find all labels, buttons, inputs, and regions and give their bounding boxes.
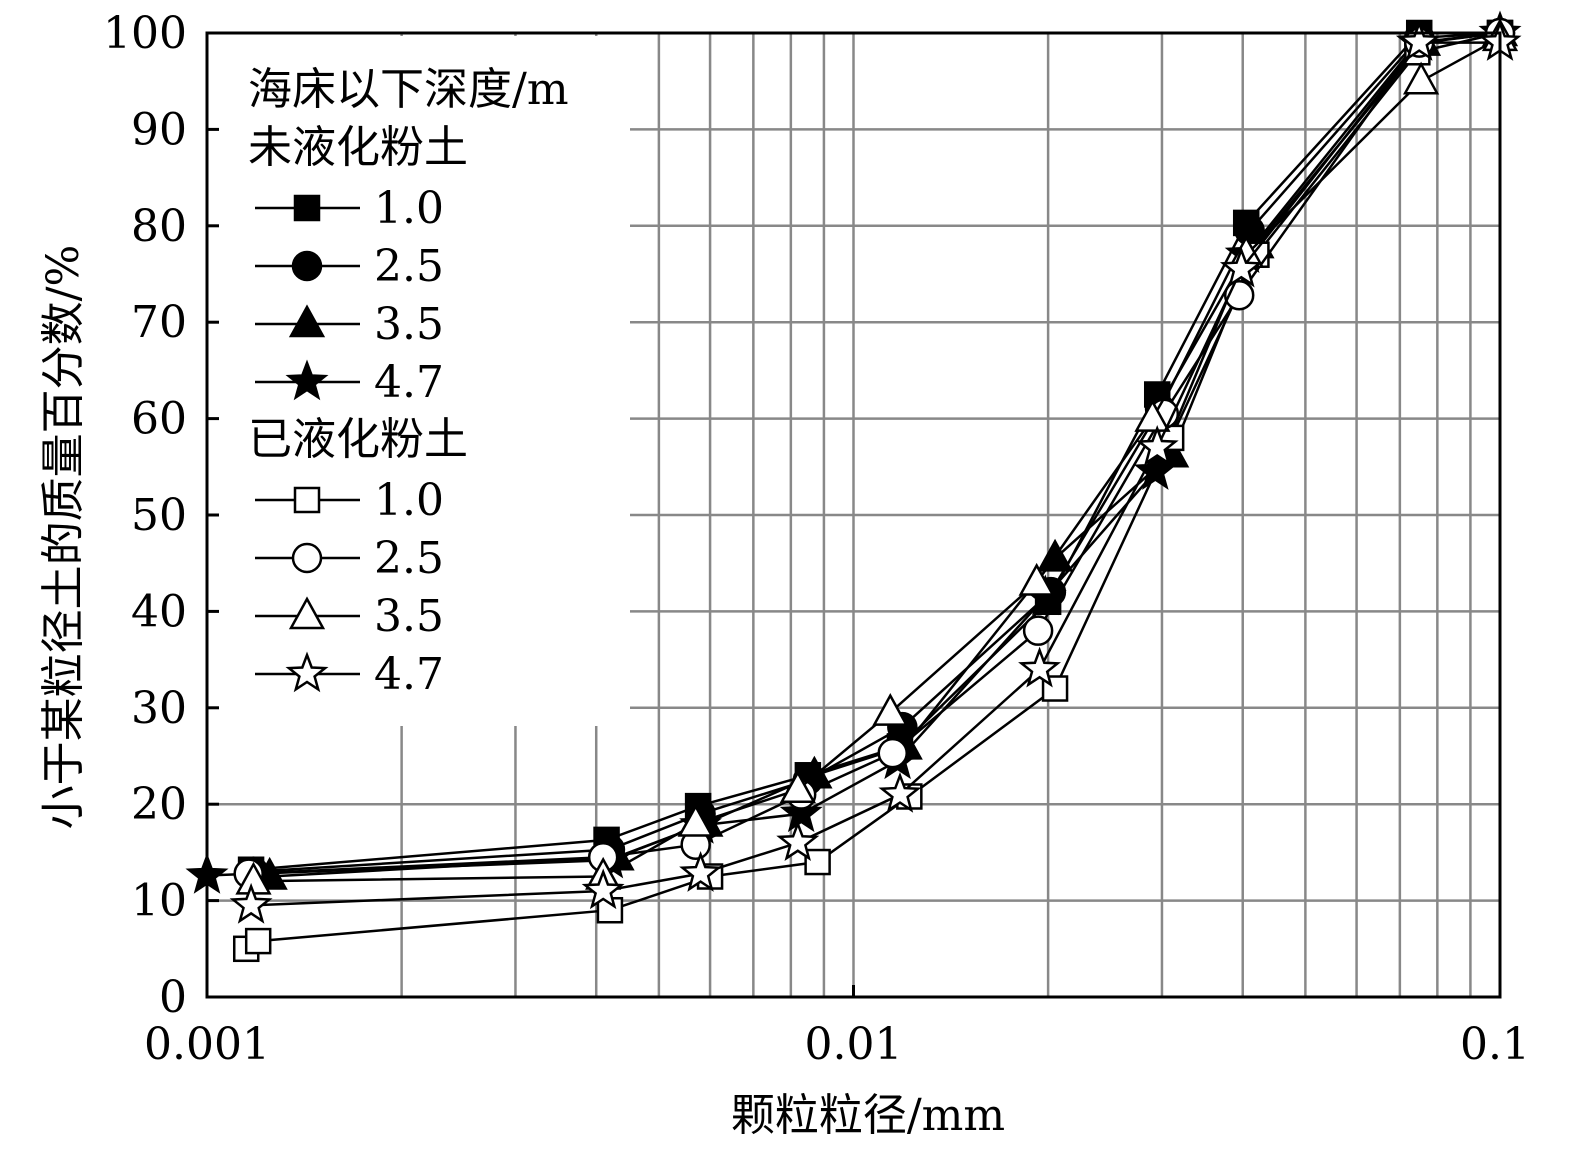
legend-marker [288,596,326,630]
data-point [229,882,273,924]
data-point [679,851,722,892]
data-point [804,848,831,876]
y-tick-label: 50 [131,490,187,541]
legend-entry-label: 3.5 [374,299,444,350]
legend-marker [291,542,323,574]
x-tick-label: 0.001 [144,1019,270,1070]
series-liquefied-3.5 [235,18,1519,895]
data-point [1134,399,1171,432]
data-point [878,772,922,813]
y-axis-label: 小于某粒径土的质量百分数/% [38,245,89,830]
y-tick-label: 10 [131,876,187,927]
legend-marker [285,651,329,693]
y-tick-label: 70 [131,297,187,348]
data-point [776,820,820,861]
data-point [581,868,625,910]
data-point [872,693,909,726]
legend-entry-label: 4.7 [374,649,444,700]
data-point [1022,615,1054,646]
data-point [779,770,816,803]
legend-title: 海床以下深度/m [248,64,569,115]
axes: 0 10 20 30 40 50 60 70 80 90 100 0.001 0.01 0.1 [103,8,1530,1070]
grid [207,33,1500,997]
legend-entry-label: 1.0 [374,475,444,526]
y-tick-label: 90 [131,104,187,155]
legend-group-label: 未液化粉土 [248,122,468,173]
y-tick-label: 60 [131,394,187,445]
data-point [677,803,714,837]
data-point [1135,424,1179,466]
data-point [1397,20,1441,61]
data-point [1018,562,1055,596]
legend-group-label: 已液化粉土 [248,414,468,465]
legend: 海床以下深度/m 未液化粉土 1.0 2.5 3.5 4.7 已液化粉土 1.0 2.5 3.5 4… [210,36,630,726]
legend-entry-label: 1.0 [374,183,444,234]
data-point [244,927,272,955]
data-point [1219,246,1263,288]
series-lines [185,10,1522,963]
x-tick-label: 0.1 [1460,1019,1530,1070]
series-line [206,31,1501,877]
y-tick-label: 80 [131,201,187,252]
y-tick-label: 20 [131,779,187,830]
series-line [253,31,1501,873]
data-point [1018,646,1061,688]
data-point [779,791,823,833]
legend-entry-label: 3.5 [374,591,444,642]
data-point [1402,61,1440,95]
legend-marker [293,486,321,514]
series-line [251,41,1500,907]
y-tick-label: 0 [159,972,187,1023]
x-tick-label: 0.01 [805,1019,903,1070]
legend-entry-label: 2.5 [374,533,444,584]
data-point [596,896,624,924]
legend-entry-label: 4.7 [374,357,444,408]
x-axis-label: 颗粒粒径/mm [731,1090,1005,1141]
y-tick-label: 100 [103,8,187,59]
legend-marker [293,194,321,222]
legend-entry-label: 2.5 [374,241,444,292]
y-tick-label: 30 [131,683,187,734]
legend-marker [285,359,329,401]
data-point [877,737,908,769]
legend-marker [291,250,323,282]
series-line [253,36,1501,883]
legend-marker [288,304,326,338]
y-tick-label: 40 [131,586,187,637]
